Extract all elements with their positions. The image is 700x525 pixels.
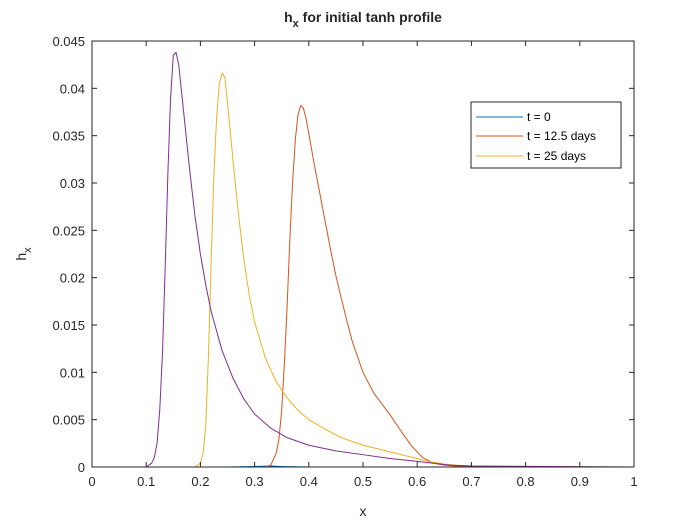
- legend-label-t25: t = 25 days: [527, 149, 586, 163]
- x-tick-label: 0.3: [246, 474, 264, 489]
- series-line-3: [92, 51, 635, 468]
- y-tick-label: 0.03: [60, 176, 85, 191]
- x-tick-label: 0.7: [462, 474, 480, 489]
- x-tick-label: 0.4: [300, 474, 318, 489]
- x-axis-label: x: [360, 503, 367, 519]
- legend-box: [470, 101, 622, 169]
- axes-box: [91, 40, 635, 468]
- legend-label-t12: t = 12.5 days: [527, 129, 596, 143]
- y-tick-label: 0.025: [52, 223, 85, 238]
- series-line-1: [92, 104, 634, 468]
- y-tick-label: 0.035: [52, 129, 85, 144]
- legend-label-t0: t = 0: [527, 110, 551, 124]
- x-tick-label: 0.1: [137, 474, 155, 489]
- y-tick-label: 0.01: [60, 365, 85, 380]
- y-tick-label: 0.005: [52, 413, 85, 428]
- y-axis-label-subscript: x: [22, 247, 34, 253]
- legend[interactable]: t = 0 t = 12.5 days t = 25 days: [470, 101, 622, 169]
- chart-title-main: h: [284, 9, 293, 25]
- y-tick-label: 0.045: [52, 34, 85, 49]
- x-tick-label: 0: [88, 474, 95, 489]
- x-tick-label: 0.5: [354, 474, 372, 489]
- chart-title: hx for initial tanh profile: [284, 9, 442, 30]
- x-tick-label: 0.2: [191, 474, 209, 489]
- y-tick-label: 0.04: [60, 81, 85, 96]
- tick-layer: 0 0.1 0.2 0.3 0.4 0.5 0.6 0.7 0.8 0.9 1 0 0.005 0.01 0…: [52, 34, 637, 489]
- y-tick-label: 0: [78, 460, 85, 475]
- x-tick-label: 0.9: [571, 474, 589, 489]
- y-tick-label: 0.02: [60, 271, 85, 286]
- x-tick-label: 1: [630, 474, 637, 489]
- chart-title-subscript: x: [293, 18, 300, 30]
- x-tick-label: 0.6: [408, 474, 426, 489]
- x-tick-label: 0.8: [517, 474, 535, 489]
- y-axis-label-main: h: [13, 253, 29, 261]
- y-tick-label: 0.015: [52, 318, 85, 333]
- chart-title-rest: for initial tanh profile: [299, 9, 442, 25]
- y-axis-label: hx: [13, 247, 34, 261]
